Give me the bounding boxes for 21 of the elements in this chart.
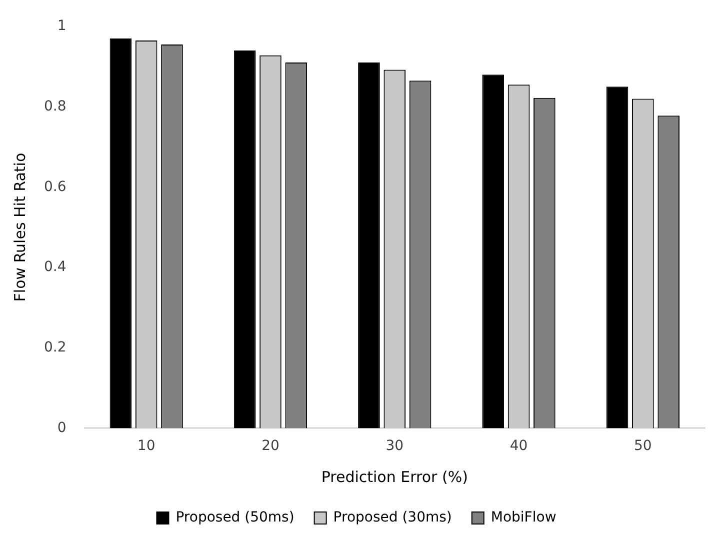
y-tick-label: 0.8: [44, 98, 66, 114]
y-tick-label: 0.4: [44, 259, 66, 276]
bar: [110, 38, 132, 428]
x-tick-label: 10: [137, 438, 156, 454]
legend-label: Proposed (30ms): [333, 510, 452, 526]
x-tick-label: 30: [386, 438, 404, 454]
x-tick-label: 40: [510, 438, 528, 454]
bar: [482, 74, 504, 428]
x-tick-label: 20: [262, 438, 280, 454]
legend-label: Proposed (50ms): [176, 510, 294, 526]
y-tick-label: 0: [57, 420, 66, 436]
y-tick-label: 0.2: [44, 339, 66, 356]
bar: [234, 50, 256, 428]
bar: [606, 86, 628, 428]
y-axis-title: Flow Rules Hit Ratio: [10, 152, 29, 302]
x-axis-title: Prediction Error (%): [321, 468, 468, 486]
bar: [358, 62, 380, 428]
y-tick-label: 0.6: [44, 178, 66, 195]
x-tick-label: 50: [634, 438, 652, 454]
y-tick-label: 1: [57, 18, 66, 34]
legend-label: MobiFlow: [490, 510, 556, 526]
